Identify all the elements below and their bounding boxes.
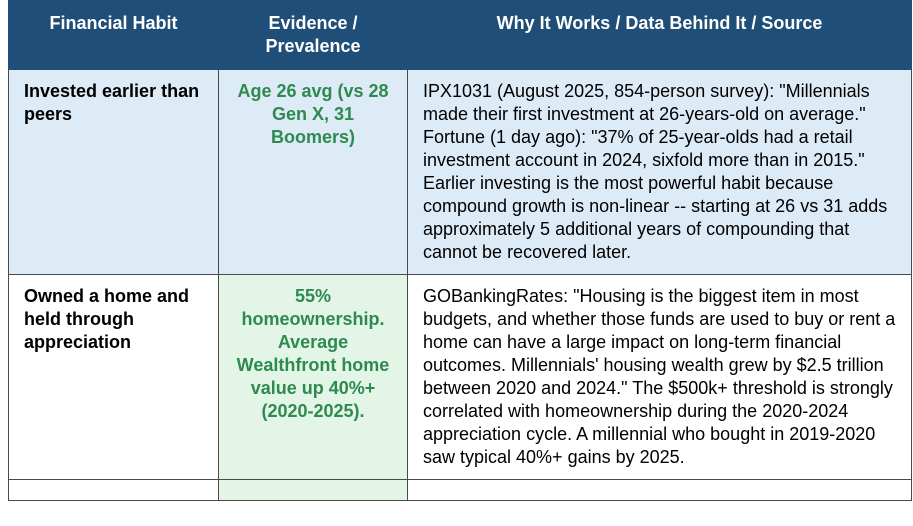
evidence-cell: Age 26 avg (vs 28 Gen X, 31 Boomers)	[218, 69, 408, 275]
header-financial-habit: Financial Habit	[8, 0, 219, 70]
table-row: Invested earlier than peers Age 26 avg (…	[8, 69, 912, 275]
habit-cell: Owned a home and held through appreciati…	[8, 274, 219, 480]
evidence-cell: 55% homeownership. Average Wealthfront h…	[218, 274, 408, 480]
table-row: Owned a home and held through appreciati…	[8, 274, 912, 480]
habit-cell: Invested earlier than peers	[8, 69, 219, 275]
financial-habits-table: Financial Habit Evidence / Prevalence Wh…	[8, 0, 912, 501]
table-row-partial	[8, 479, 912, 501]
header-why-it-works: Why It Works / Data Behind It / Source	[407, 0, 912, 70]
header-row: Financial Habit Evidence / Prevalence Wh…	[8, 0, 912, 70]
why-cell: IPX1031 (August 2025, 854-person survey)…	[407, 69, 912, 275]
why-cell: GOBankingRates: "Housing is the biggest …	[407, 274, 912, 480]
header-evidence-prevalence: Evidence / Prevalence	[218, 0, 408, 70]
empty-cell	[407, 479, 912, 501]
empty-cell	[218, 479, 408, 501]
empty-cell	[8, 479, 219, 501]
